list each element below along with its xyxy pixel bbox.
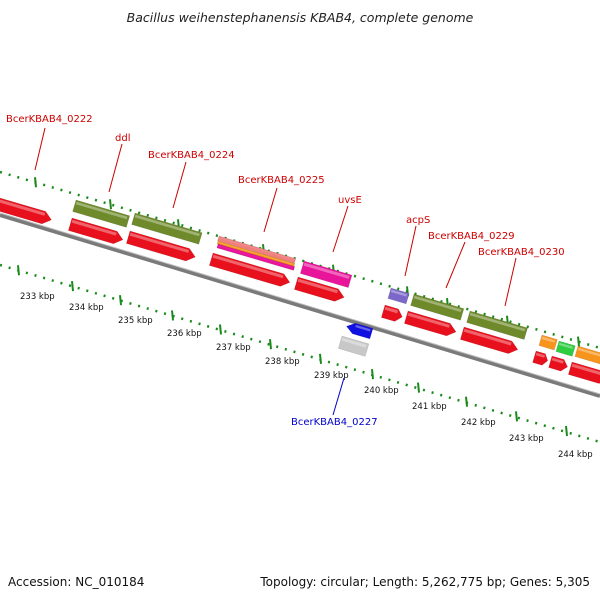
kbp-tick-labels: 233 kbp 234 kbp 235 kbp 236 kbp 237 kbp 238 k… — [20, 292, 593, 460]
inner-ruler — [0, 263, 600, 444]
outer-tick-0 — [34, 177, 37, 188]
inner-major-ticks — [17, 265, 568, 437]
inner-tick-11 — [565, 425, 568, 437]
outer-ruler — [0, 170, 600, 350]
gene-green-1 — [555, 340, 576, 357]
gene-olive-3 — [410, 293, 465, 321]
inner-tick-0 — [17, 265, 20, 276]
gene-label-l0224[interactable]: BcerKBAB4_0224 — [148, 150, 235, 161]
inner-tick-1 — [71, 281, 74, 292]
gene-orange-1 — [538, 334, 558, 351]
kbp-label-7: 240 kbp — [364, 386, 399, 396]
kbp-label-3: 236 kbp — [167, 329, 202, 339]
gene-red-3 — [208, 252, 291, 287]
gene-label-lacpS[interactable]: acpS — [406, 215, 430, 226]
genome-backbone-highlight — [0, 212, 600, 395]
gene-red-9 — [548, 355, 568, 372]
gene-red-8 — [532, 350, 549, 366]
inner-tick-5 — [269, 339, 272, 350]
kbp-label-6: 239 kbp — [314, 371, 349, 381]
kbp-label-8: 241 kbp — [412, 402, 447, 412]
gene-pink-thin — [216, 243, 296, 271]
gene-red-10 — [567, 361, 600, 384]
map-title: Bacillus weihenstephanensis KBAB4, compl… — [126, 10, 474, 25]
gene-olive-4 — [466, 310, 528, 340]
gene-red-7 — [459, 326, 519, 354]
gene-purple-1 — [387, 287, 410, 305]
gene-salmon-1 — [217, 235, 297, 264]
gene-blue-1 — [345, 322, 374, 340]
inner-tick-3 — [171, 310, 174, 321]
gene-track — [0, 194, 600, 384]
gene-red-5 — [380, 304, 403, 322]
accession-text: Accession: NC_010184 — [8, 575, 145, 589]
genome-summary-text: Topology: circular; Length: 5,262,775 bp… — [260, 575, 590, 589]
gene-red-2 — [125, 230, 196, 262]
gene-label-l0230[interactable]: BcerKBAB4_0230 — [478, 247, 565, 258]
gene-label-l0227[interactable]: BcerKBAB4_0227 — [291, 417, 378, 428]
gene-red-6 — [403, 310, 457, 337]
kbp-label-10: 243 kbp — [509, 434, 544, 444]
outer-tick-8 — [577, 336, 580, 347]
gene-label-l0222[interactable]: BcerKBAB4_0222 — [6, 114, 93, 125]
kbp-label-2: 235 kbp — [118, 316, 153, 326]
kbp-label-9: 242 kbp — [461, 418, 496, 428]
gene-label-l0229[interactable]: BcerKBAB4_0229 — [428, 231, 515, 242]
gene-red-1 — [67, 217, 124, 245]
kbp-label-4: 237 kbp — [216, 343, 251, 353]
gene-red-0 — [0, 194, 52, 225]
gene-olive-2 — [131, 212, 203, 245]
leader-line-0 — [34, 127, 46, 171]
gene-grey-1 — [337, 335, 370, 357]
leader-line-3 — [263, 187, 278, 233]
leader-line-5 — [404, 225, 417, 277]
gene-orange-2 — [574, 345, 600, 366]
inner-tick-6 — [319, 353, 322, 364]
leader-line-1 — [108, 143, 123, 193]
leader-line-6 — [445, 241, 466, 289]
inner-tick-7 — [371, 369, 374, 380]
kbp-label-1: 234 kbp — [69, 303, 104, 313]
label-leader-lines — [34, 127, 517, 416]
leader-line-8 — [332, 377, 345, 416]
inner-tick-9 — [465, 396, 468, 407]
leader-line-7 — [504, 257, 517, 307]
kbp-label-11: 244 kbp — [558, 450, 593, 460]
kbp-label-0: 233 kbp — [20, 292, 55, 302]
gene-label-luvsE[interactable]: uvsE — [338, 195, 362, 206]
outer-tick-1 — [109, 199, 112, 210]
gene-label-lddl[interactable]: ddl — [115, 133, 130, 144]
gene-label-l0225[interactable]: BcerKBAB4_0225 — [238, 175, 325, 186]
gene-pink-1 — [299, 260, 353, 288]
gene-olive-1 — [72, 199, 131, 228]
leader-line-4 — [332, 205, 349, 253]
leader-line-2 — [172, 161, 187, 209]
kbp-label-5: 238 kbp — [265, 357, 300, 367]
inner-tick-2 — [119, 295, 122, 306]
gene-red-4 — [293, 276, 345, 302]
inner-tick-8 — [417, 382, 420, 393]
inner-tick-10 — [515, 411, 518, 422]
inner-tick-4 — [219, 324, 222, 335]
genome-backbone — [0, 213, 600, 398]
